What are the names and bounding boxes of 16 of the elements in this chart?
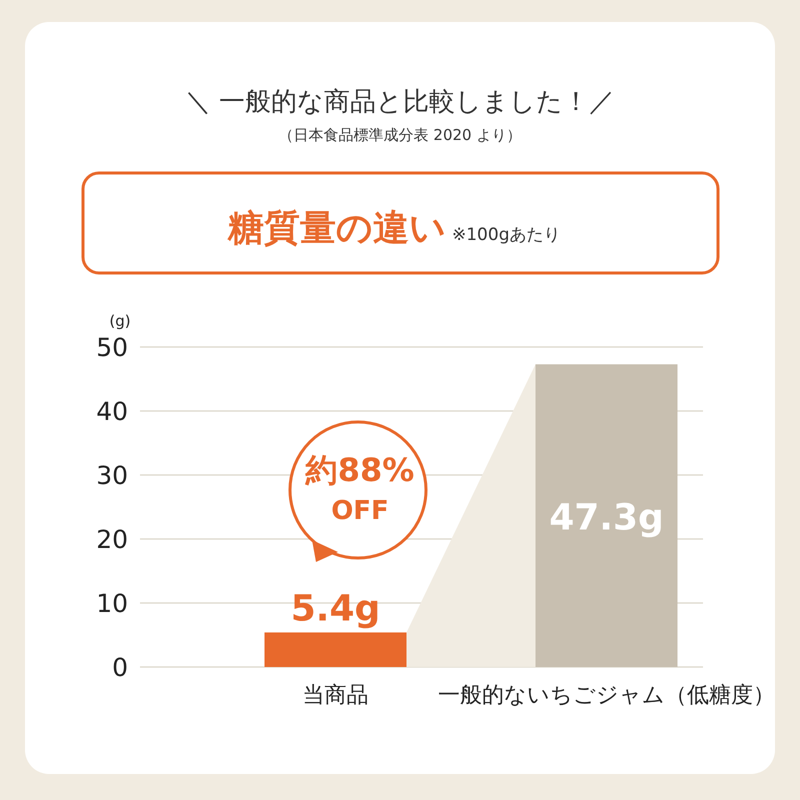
y-tick-label: 30 — [96, 461, 128, 490]
text: ※100gあたり — [452, 225, 560, 245]
y-tick-label: 40 — [96, 397, 128, 426]
chart-subtitle: （日本食品標準成分表 2020 より） — [278, 126, 522, 144]
data-label: 47.3g — [549, 498, 664, 539]
y-tick-label: 10 — [96, 589, 128, 618]
text: 糖質量の違い — [227, 208, 446, 249]
chart-title: ＼ 一般的な商品と比較しました！／ — [184, 87, 616, 117]
y-axis-title: (g) — [109, 312, 131, 330]
annotation: 約88% OFF — [304, 451, 414, 526]
y-tick-label: 20 — [96, 525, 128, 554]
x-tick-label: 一般的ないちごジャム（低糖度） — [438, 683, 775, 708]
y-tick-label: 0 — [112, 653, 128, 682]
y-tick-label: 50 — [96, 333, 128, 362]
data-label: 5.4g — [290, 588, 380, 630]
x-tick-label: 当商品 — [302, 683, 368, 708]
